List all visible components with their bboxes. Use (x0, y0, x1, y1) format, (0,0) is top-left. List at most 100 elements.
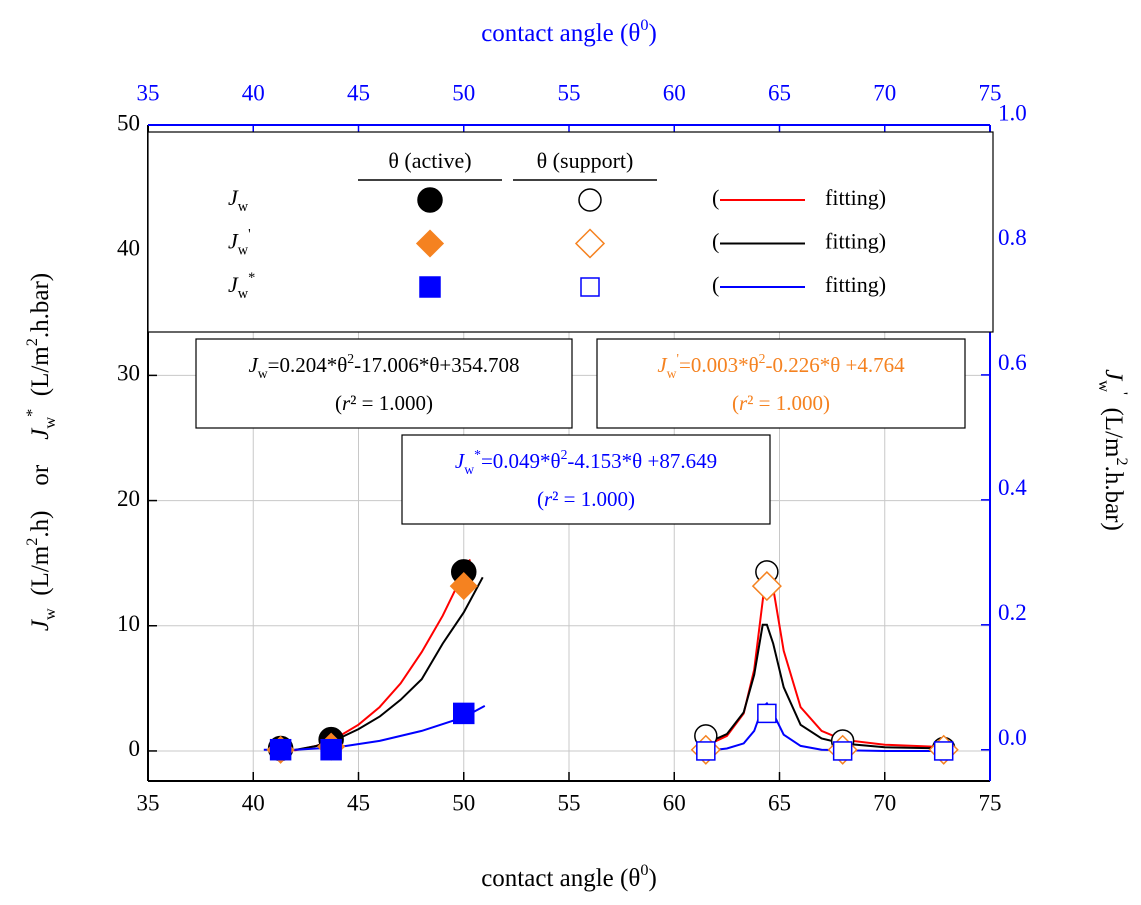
equation-box (401, 434, 771, 525)
x-tick-label: 40 (242, 790, 265, 815)
x-tick-label: 50 (452, 790, 475, 815)
text-part: contact angle (θ (481, 865, 640, 892)
legend-paren: ( (712, 229, 719, 254)
text-part: -0.226*θ +4.764 (765, 353, 905, 377)
y2-tick-label: 0.6 (998, 350, 1027, 375)
marker (832, 741, 853, 761)
text-part: -4.153*θ +87.649 (567, 449, 717, 473)
y-tick-label: 50 (117, 110, 140, 135)
text-part: (L/m (27, 545, 54, 608)
y2-tick-label: 0.0 (998, 725, 1027, 750)
text-part: =0.003*θ (679, 353, 759, 377)
text-part: J (228, 229, 239, 254)
x2-tick-label: 55 (558, 80, 581, 105)
equation: (r² = 1.000) (537, 487, 635, 511)
y2-tick-label: 1.0 (998, 100, 1027, 125)
text-part: J (228, 272, 239, 297)
y-tick-label: 20 (117, 486, 140, 511)
text-part: 0 (640, 861, 648, 879)
text-part: w (41, 608, 59, 620)
text-part: ' (248, 227, 251, 243)
marker (415, 229, 445, 258)
text-part: ) (648, 20, 656, 47)
legend-paren: ( (712, 185, 719, 210)
y2-tick-label: 0.8 (998, 225, 1027, 250)
y2-tick-label: 0.2 (998, 600, 1027, 625)
equation: Jw*=0.049*θ2-4.153*θ +87.649 (455, 447, 717, 477)
y-tick-label: 40 (117, 235, 140, 260)
x-tick-label: 35 (137, 790, 160, 815)
text-part: ² = 1.000) (747, 391, 830, 415)
marker (933, 741, 954, 761)
text-part: w (238, 286, 249, 302)
text-part: J (27, 618, 54, 631)
text-part: r (544, 487, 553, 511)
markers (266, 559, 959, 765)
marker (269, 738, 292, 761)
text-part: ( (335, 391, 342, 415)
equation: Jw=0.204*θ2-17.006*θ+354.708 (248, 351, 519, 381)
text-part: w (41, 417, 59, 429)
text-part: 2 (759, 351, 766, 366)
text-part: J (657, 353, 668, 377)
y-axis-title: Jw (L/m2.h) or Jw* (L/m2.h.bar) (23, 273, 59, 631)
legend-label: Jw (228, 185, 249, 215)
text-part: ( (537, 487, 544, 511)
text-part: 2 (23, 338, 41, 346)
text-part: J (1100, 369, 1127, 382)
text-part: (L/m (27, 346, 54, 409)
x2-tick-label: 70 (873, 80, 896, 105)
x-tick-label: 45 (347, 790, 370, 815)
y-tick-label: 0 (129, 736, 141, 761)
legend-fit: fitting) (825, 229, 886, 254)
equation: Jw'=0.003*θ2-0.226*θ +4.764 (657, 351, 905, 381)
x-axis-title: contact angle (θ0) (481, 861, 657, 892)
x2-tick-label: 40 (242, 80, 265, 105)
text-part: w (238, 243, 249, 259)
legend-fit: fitting) (825, 185, 886, 210)
marker (417, 187, 443, 213)
legend-label: Jw* (228, 270, 255, 302)
text-part: 2 (347, 351, 354, 366)
text-part: ' (1113, 392, 1131, 395)
legend-fit: fitting) (825, 272, 886, 297)
text-part: w (258, 366, 268, 381)
marker (419, 276, 441, 298)
marker (751, 571, 782, 602)
text-part: 2 (1113, 457, 1131, 465)
legend-label: Jw' (228, 227, 251, 259)
x-tick-label: 75 (979, 790, 1002, 815)
text-part: J (248, 353, 259, 377)
x2-tick-label: 60 (663, 80, 686, 105)
y2-axis-title: Jw' (L/m2.h.bar) (1095, 369, 1131, 531)
text-part: ) (648, 865, 656, 892)
x2-axis-title: contact angle (θ0) (481, 16, 657, 47)
text-part: w (1095, 380, 1113, 392)
x-tick-label: 60 (663, 790, 686, 815)
text-part: 2 (23, 538, 41, 546)
text-part: * (248, 270, 255, 286)
y2-tick-label: 0.4 (998, 475, 1027, 500)
legend-header: θ (support) (537, 148, 634, 173)
marker (574, 228, 606, 259)
text-part: J (228, 185, 239, 210)
text-part: * (474, 447, 481, 462)
marker (696, 741, 716, 761)
marker (578, 188, 602, 212)
equation: (r² = 1.000) (732, 391, 830, 415)
text-part: ( (732, 391, 739, 415)
legend: θ (active) θ (support)Jw(fitting)Jw'(fitt… (228, 148, 886, 302)
text-part: r (342, 391, 351, 415)
text-part: .h.bar) (1100, 466, 1127, 531)
text-part: (L/m (1100, 395, 1127, 458)
text-part: J (27, 427, 54, 440)
x2-tick-label: 75 (979, 80, 1002, 105)
text-part: .h) or (27, 440, 54, 538)
text-part: w (238, 199, 249, 215)
x-tick-label: 55 (558, 790, 581, 815)
text-part: * (23, 409, 41, 417)
text-part: .h.bar) (27, 273, 54, 338)
x2-tick-label: 65 (768, 80, 791, 105)
text-part: 2 (561, 447, 568, 462)
